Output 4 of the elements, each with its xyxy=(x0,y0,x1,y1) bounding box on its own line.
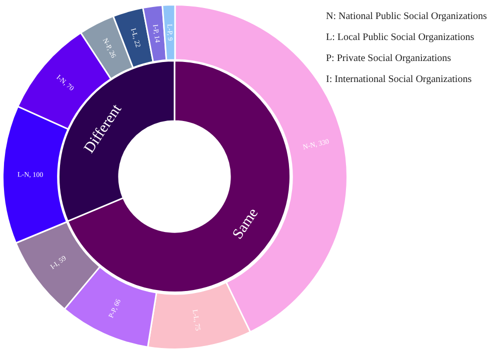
text: L: Local Public Social Organizations xyxy=(326,31,476,45)
text: I: International Social Organizations xyxy=(326,73,473,87)
text: P: Private Social Organizations xyxy=(326,52,452,66)
text: N: National Public Social Organizations xyxy=(326,10,487,24)
